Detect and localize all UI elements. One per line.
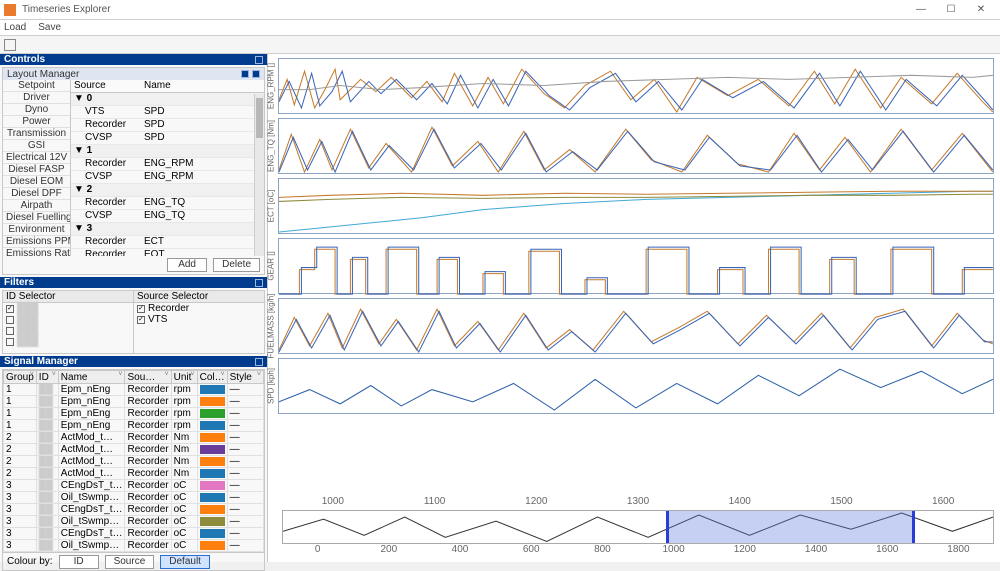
y-axis-label: FUELMASS [kg/h] [267,294,276,359]
y-axis-label: ENG_RPM [] [267,63,276,109]
chart-fuelmasskgh[interactable]: FUELMASS [kg/h] [278,298,994,354]
category-item[interactable]: GSI [3,140,70,152]
category-item[interactable]: Airpath [3,200,70,212]
source-selector[interactable]: Source Selector ✓Recorder ✓VTS [134,291,264,353]
menu-load[interactable]: Load [4,22,26,33]
checkbox-icon[interactable] [6,316,14,324]
category-item[interactable]: Transmission [3,128,70,140]
signal-row[interactable]: 2██ActMod_t…RecorderNm— [4,456,264,468]
layout-manager-title: Layout Manager [7,69,79,80]
signal-manager-panel: Group ID Name Sou… Unit Col… Style 1██Ep… [2,369,265,571]
layout-group-row[interactable]: ▼ 0 [71,93,264,106]
layout-row[interactable]: CVSPENG_TQ [71,210,264,223]
signal-manager-header[interactable]: Signal Manager [0,356,267,367]
signal-row[interactable]: 3██CEngDsT_t…RecorderoC— [4,504,264,516]
category-item[interactable]: Emissions Rate [3,248,70,256]
maximize-button[interactable]: ☐ [936,0,966,20]
y-axis-label: SPD [kph] [267,368,276,404]
layout-row[interactable]: RecorderEOT [71,249,264,257]
y-axis-label: GEAR [] [267,251,276,280]
signal-row[interactable]: 2██ActMod_t…RecorderNm— [4,444,264,456]
x-axis-zoom: 1000110012001300140015001600 [282,496,994,508]
signal-row[interactable]: 1██Epm_nEngRecorderrpm— [4,420,264,432]
y-axis-label: ECT [oC] [267,190,276,223]
filters-panel: ID Selector ✓███ ███ ███ ███ Source Sele… [2,290,265,354]
checkbox-icon[interactable] [6,327,14,335]
chart-spdkph[interactable]: SPD [kph] [278,358,994,414]
checkbox-icon[interactable]: ✓ [137,316,145,324]
layout-table[interactable]: Source Name ▼ 0VTSSPDRecorderSPDCVSPSPD▼… [71,80,264,256]
filters-title: Filters [4,277,34,288]
checkbox-icon[interactable]: ✓ [6,305,14,313]
chart-engtqnm[interactable]: ENG_TQ [Nm] [278,118,994,174]
chart-area: ENG_RPM []ENG_TQ [Nm]ECT [oC]GEAR []FUEL… [268,54,1000,562]
layout-scrollbar[interactable] [254,94,264,256]
menubar: Load Save [0,20,1000,36]
layout-row[interactable]: RecorderENG_RPM [71,158,264,171]
layout-manager-panel: Layout Manager SetpointDriverDynoPowerTr… [2,67,265,275]
signal-row[interactable]: 1██Epm_nEngRecorderrpm— [4,408,264,420]
close-button[interactable]: ✕ [966,0,996,20]
layout-group-row[interactable]: ▼ 2 [71,184,264,197]
sigmgr-title: Signal Manager [4,356,78,367]
signal-row[interactable]: 1██Epm_nEngRecorderrpm— [4,384,264,396]
category-item[interactable]: Setpoint [3,80,70,92]
app-icon [4,4,16,16]
checkbox-icon[interactable] [6,338,14,346]
signal-row[interactable]: 3██CEngDsT_t…RecorderoC— [4,528,264,540]
chart-gear[interactable]: GEAR [] [278,238,994,294]
layout-row[interactable]: CVSPSPD [71,132,264,145]
window-title: Timeseries Explorer [22,4,906,15]
signal-row[interactable]: 3██CEngDsT_t…RecorderoC— [4,480,264,492]
x-axis-full: 020040060080010001200140016001800 [282,544,994,556]
layout-row[interactable]: VTSSPD [71,106,264,119]
y-axis-label: ENG_TQ [Nm] [267,120,276,172]
category-item[interactable]: Diesel DPF [3,188,70,200]
signal-row[interactable]: 3██Oil_tSwmp…RecorderoC— [4,540,264,552]
filters-header[interactable]: Filters [0,277,267,288]
layout-row[interactable]: CVSPENG_RPM [71,171,264,184]
signal-row[interactable]: 2██ActMod_t…RecorderNm— [4,432,264,444]
controls-title: Controls [4,54,45,65]
signal-row[interactable]: 3██Oil_tSwmp…RecorderoC— [4,516,264,528]
signal-row[interactable]: 3██Oil_tSwmp…RecorderoC— [4,492,264,504]
chart-ectoc[interactable]: ECT [oC] [278,178,994,234]
minimize-button[interactable]: — [906,0,936,20]
signal-row[interactable]: 1██Epm_nEngRecorderrpm— [4,396,264,408]
category-item[interactable]: Emissions PPM [3,236,70,248]
layout-group-row[interactable]: ▼ 1 [71,145,264,158]
layout-table-header: Source Name [71,80,264,93]
layout-row[interactable]: RecorderECT [71,236,264,249]
menu-save[interactable]: Save [38,22,61,33]
id-selector[interactable]: ID Selector ✓███ ███ ███ ███ [3,291,134,353]
layout-group-row[interactable]: ▼ 3 [71,223,264,236]
category-item[interactable]: Diesel EOM [3,176,70,188]
category-item[interactable]: Driver [3,92,70,104]
controls-header[interactable]: Controls [0,54,267,65]
colour-by-row: Colour by: ID Source Default [3,552,264,570]
signal-table-header: Group ID Name Sou… Unit Col… Style [4,371,264,384]
left-panel: Controls Layout Manager SetpointDriverDy… [0,54,268,562]
add-button[interactable]: Add [167,258,207,272]
overview-strip[interactable] [282,510,994,544]
category-item[interactable]: Diesel Fuelling [3,212,70,224]
tool-strip [0,36,1000,54]
cursor-tool-icon[interactable] [4,39,16,51]
chart-engrpm[interactable]: ENG_RPM [] [278,58,994,114]
delete-button[interactable]: Delete [213,258,260,272]
layout-row[interactable]: RecorderSPD [71,119,264,132]
range-selector[interactable] [666,511,915,543]
titlebar: Timeseries Explorer — ☐ ✕ [0,0,1000,20]
category-list[interactable]: SetpointDriverDynoPowerTransmissionGSIEl… [3,80,71,256]
signal-row[interactable]: 2██ActMod_t…RecorderNm— [4,468,264,480]
category-item[interactable]: Electrical 12V [3,152,70,164]
signal-table[interactable]: Group ID Name Sou… Unit Col… Style 1██Ep… [3,370,264,552]
category-item[interactable]: Environment [3,224,70,236]
category-item[interactable]: Power [3,116,70,128]
layout-row[interactable]: RecorderENG_TQ [71,197,264,210]
category-item[interactable]: Dyno [3,104,70,116]
checkbox-icon[interactable]: ✓ [137,305,145,313]
category-item[interactable]: Diesel FASP [3,164,70,176]
